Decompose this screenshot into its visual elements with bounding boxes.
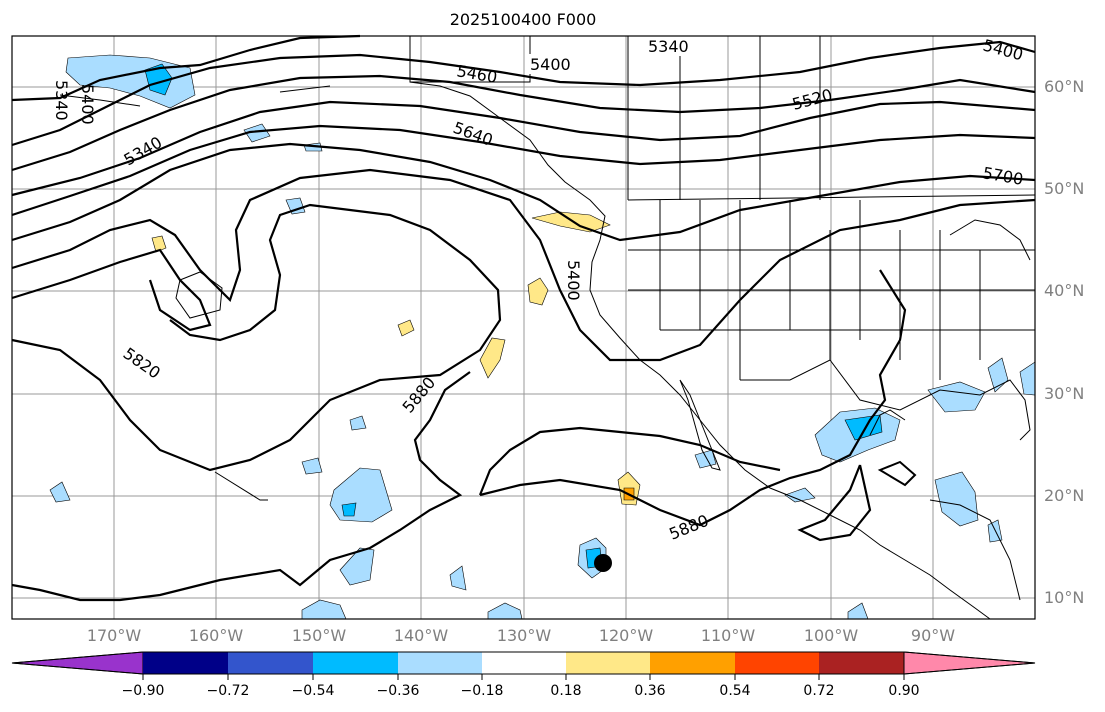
lon-label-130: 130°W xyxy=(496,626,552,645)
canada-us-border xyxy=(627,194,1036,201)
contour-5460 xyxy=(11,74,1036,172)
coastlines xyxy=(59,36,1036,620)
shade-patch-4 xyxy=(301,457,323,475)
colorbar-tick-label: −0.36 xyxy=(376,683,420,699)
colorbar-extend-high xyxy=(903,651,1036,675)
contour-5700 xyxy=(11,168,1036,362)
lat-label-50: 50°N xyxy=(1044,179,1085,198)
shade-patch-6 xyxy=(49,481,71,503)
shade-caribbean xyxy=(934,471,979,527)
lon-label-140: 140°W xyxy=(393,626,449,645)
colorbar-bin-3 xyxy=(313,652,398,674)
colorbar-tick-label: 0.72 xyxy=(803,683,835,699)
colorbar-bin-2 xyxy=(228,652,313,674)
baja-peninsula xyxy=(679,379,721,471)
colorbar-bin-5 xyxy=(482,652,566,674)
contour-label-5400-a: 5400 xyxy=(530,55,571,74)
contour-5400 xyxy=(11,40,1036,147)
shade-southeast xyxy=(927,381,986,413)
contour-5580 xyxy=(11,124,1036,217)
colorbar-bin-9 xyxy=(819,652,904,674)
shade-mexico-coast xyxy=(784,487,816,503)
map-title: 2025100400 F000 xyxy=(449,10,597,29)
great-lakes xyxy=(949,219,1031,261)
shade-neg-center-core xyxy=(341,502,357,517)
colorbar-tick-label: −0.54 xyxy=(291,683,335,699)
contour-5820 xyxy=(11,203,502,472)
colorbar-tick-label: −0.72 xyxy=(206,683,250,699)
shade-aleutian-core xyxy=(144,63,173,96)
contour-5880-gulf xyxy=(797,464,872,542)
lon-label-170: 170°W xyxy=(86,626,142,645)
shade-pos-1 xyxy=(527,277,549,306)
us-state-lines xyxy=(628,200,1035,380)
shade-patch-1 xyxy=(243,123,271,143)
colorbar-extend-low xyxy=(11,651,144,675)
closed-low xyxy=(175,271,223,319)
texas-coast xyxy=(869,409,906,436)
lat-label-10: 10°N xyxy=(1044,588,1085,607)
contour-5880-inner xyxy=(478,426,781,496)
lat-label-60: 60°N xyxy=(1044,77,1085,96)
lon-label-90: 90°W xyxy=(910,626,956,645)
shade-neg-bottom-1 xyxy=(301,599,347,620)
shade-pos-4 xyxy=(397,319,415,337)
shade-pos-2 xyxy=(479,337,506,379)
colorbar xyxy=(11,651,1036,680)
colorbar-bin-8 xyxy=(735,652,819,674)
lon-label-120: 120°W xyxy=(598,626,654,645)
contour-label-5400-b: 5400 xyxy=(78,84,97,125)
lon-label-150: 150°W xyxy=(291,626,347,645)
colorbar-bin-6 xyxy=(566,652,650,674)
storm-center-marker xyxy=(594,554,612,572)
contour-5520 xyxy=(11,100,1036,197)
shade-neg-bottom-2 xyxy=(487,602,523,620)
colorbar-tick-label: 0.18 xyxy=(550,683,582,699)
colorbar-tick-label: 0.36 xyxy=(634,683,666,699)
shade-neg-3 xyxy=(449,565,467,591)
contour-5880-west xyxy=(11,371,471,602)
yucatan xyxy=(877,460,917,487)
lat-label-40: 40°N xyxy=(1044,281,1085,300)
lon-label-100: 100°W xyxy=(803,626,859,645)
colorbar-tick-label: 0.54 xyxy=(719,683,751,699)
contour-label-5340-top: 5340 xyxy=(648,37,689,56)
contour-label-5400-d: 5400 xyxy=(564,260,583,301)
colorbar-bin-1 xyxy=(143,652,228,674)
contour-5760 xyxy=(11,248,212,332)
contour-label-5340-left: 5340 xyxy=(52,80,71,121)
lon-label-160: 160°W xyxy=(188,626,244,645)
islands xyxy=(59,85,331,501)
colorbar-tick-label: −0.18 xyxy=(460,683,504,699)
shade-patch-5 xyxy=(349,415,367,431)
canada-provinces xyxy=(627,36,821,200)
lat-label-20: 20°N xyxy=(1044,486,1085,505)
shade-gulf-core xyxy=(844,414,883,441)
shade-baja xyxy=(694,449,717,469)
shade-patch-3 xyxy=(285,197,306,215)
gulf-coast xyxy=(740,359,1031,441)
contour-5880-east xyxy=(479,269,907,527)
contour-5640 xyxy=(11,142,1036,242)
contour-5340-a xyxy=(11,34,361,102)
map-frame xyxy=(11,35,1036,620)
colorbar-bin-4 xyxy=(398,652,482,674)
colorbar-bin-7 xyxy=(650,652,735,674)
lat-label-30: 30°N xyxy=(1044,384,1085,403)
colorbar-tick-label: 0.90 xyxy=(888,683,920,699)
height-contours xyxy=(11,34,1036,602)
colorbar-tick-label: −0.90 xyxy=(121,683,165,699)
lon-label-110: 110°W xyxy=(700,626,756,645)
shade-pos-3 xyxy=(151,235,167,253)
central-america xyxy=(929,499,1021,601)
